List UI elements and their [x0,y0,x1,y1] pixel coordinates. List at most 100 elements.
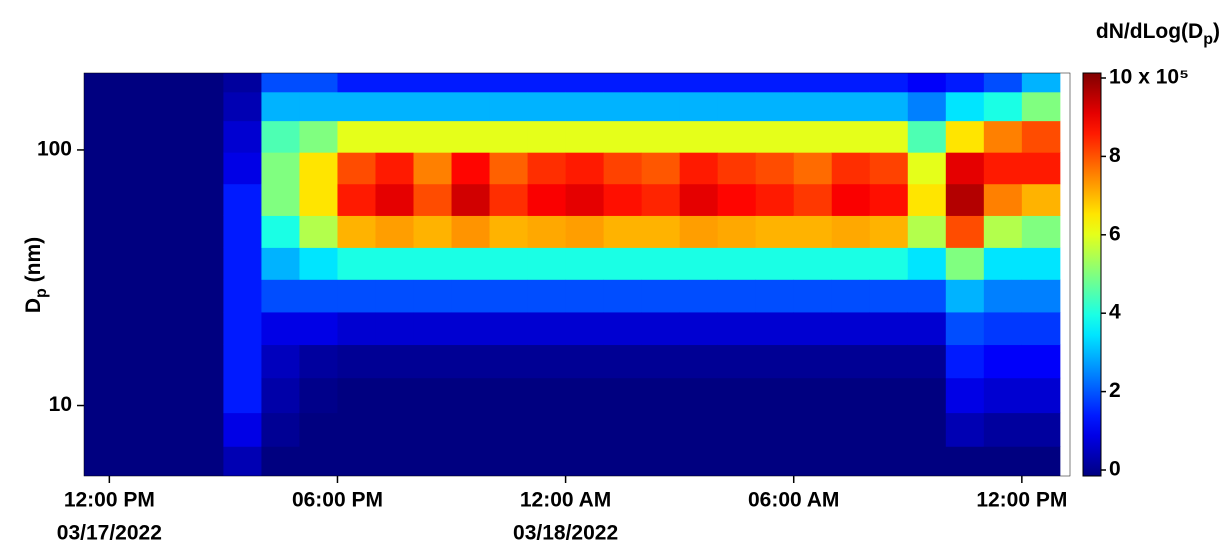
heat-cell [603,279,643,313]
heat-cell [755,91,795,122]
heat-cell [869,183,909,216]
heat-cell [451,311,491,346]
heat-cell [869,377,909,414]
heat-cell [793,215,833,248]
heat-cell [185,73,224,93]
heat-cell [641,446,681,476]
x-tick-label: 12:00 PM [64,489,155,512]
x-tick-label: 12:00 AM [520,489,611,512]
heat-cell [223,344,262,379]
heat-cell [185,344,224,379]
heat-cell [451,215,491,248]
heat-cell [907,152,947,185]
heat-cell [717,247,757,280]
heat-cell [223,183,262,216]
heat-cell [565,183,605,216]
heat-cell [185,215,224,248]
heat-cell [603,344,643,379]
heat-cell [337,120,376,153]
heat-cell [489,183,529,216]
heat-cell [185,152,224,185]
heat-cell [641,73,681,93]
heat-cell [755,183,795,216]
heat-cell [109,377,148,414]
heat-cell [755,377,795,414]
heat-cell [755,247,795,280]
heat-cell [641,91,681,122]
heat-cell [375,215,415,248]
heat-cell [831,311,871,346]
heat-cell [261,120,300,153]
heat-cell [223,91,262,122]
heat-cell [451,377,491,414]
heat-cell [945,377,985,414]
heat-cell [109,183,148,216]
heat-cell [831,446,871,476]
heat-cell [641,152,681,185]
heat-cell [84,73,110,93]
heat-cell [717,215,757,248]
heat-cell [831,183,871,216]
heat-cell [413,377,453,414]
colorbar-tick-label: 6 [1109,222,1121,245]
heat-cell [223,412,262,447]
heat-cell [907,215,947,248]
heat-cell [299,183,338,216]
heat-cell [907,247,947,280]
heat-cell [527,311,567,346]
heat-cell [299,91,338,122]
y-label-end: (nm) [22,237,45,288]
heat-cell [565,152,605,185]
heat-cell [603,215,643,248]
heat-cell [869,215,909,248]
heat-cell [907,279,947,313]
heat-cell [375,183,415,216]
heat-cell [1021,377,1061,414]
heat-cell [109,152,148,185]
heat-cell [261,412,300,447]
heat-cell [945,247,985,280]
heat-cell [527,446,567,476]
heat-cell [147,91,186,122]
heat-cell [565,279,605,313]
x-tick-label: 06:00 PM [292,489,383,512]
heat-cell [261,152,300,185]
heat-cell [109,73,148,93]
heat-cell [451,91,491,122]
heat-cell [831,152,871,185]
heat-cell [983,215,1023,248]
heat-cell [907,73,947,93]
y-tick-label: 10 [49,393,72,416]
heat-cell [983,279,1023,313]
heat-cell [413,247,453,280]
heat-cell [755,412,795,447]
heat-cell [983,91,1023,122]
heat-cell [527,152,567,185]
heat-cell [1021,279,1061,313]
heat-cell [603,91,643,122]
heat-cell [527,412,567,447]
x-tick-label: 12:00 PM [976,489,1067,512]
heat-cell [793,247,833,280]
heat-cell [84,152,110,185]
heat-cell [679,183,719,216]
heat-cell [527,73,567,93]
heat-cell [869,73,909,93]
heat-cell [831,120,871,153]
heat-cell [755,120,795,153]
heat-cell [831,215,871,248]
x-tick-label: 06:00 AM [748,489,839,512]
heat-cell [907,377,947,414]
heat-cell [451,344,491,379]
heat-cell [869,152,909,185]
heat-cell [641,377,681,414]
heat-cell [603,183,643,216]
heat-cell [907,412,947,447]
heat-cell [1021,120,1061,153]
y-axis-label: Dp (nm) [22,237,51,313]
heat-cell [261,446,300,476]
colorbar-tick-label: 8 [1109,144,1121,167]
heat-cell [603,73,643,93]
heat-cell [869,120,909,153]
heat-cell [831,377,871,414]
